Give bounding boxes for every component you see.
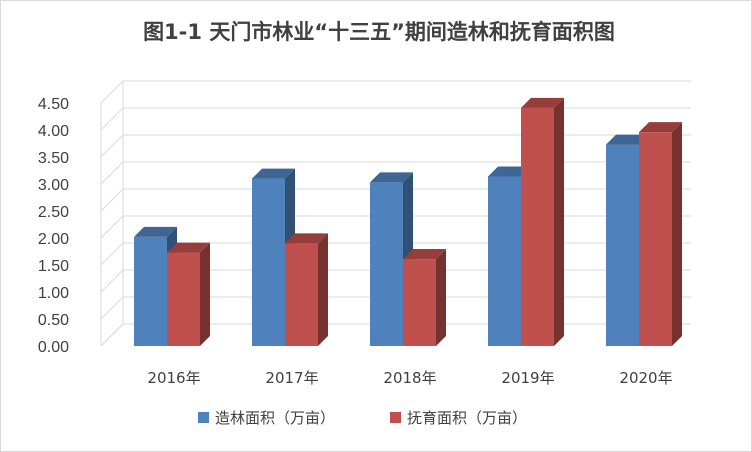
y-tick-label: 4.00 bbox=[38, 123, 69, 140]
x-category-label: 2019年 bbox=[501, 369, 554, 387]
bar-front bbox=[488, 176, 521, 346]
y-tick-label: 4.50 bbox=[38, 96, 69, 113]
bar-front bbox=[285, 243, 318, 346]
x-category-label: 2016年 bbox=[147, 369, 200, 387]
bar-front bbox=[370, 182, 403, 346]
y-tick-label: 3.00 bbox=[38, 177, 69, 194]
bar-side bbox=[436, 249, 446, 346]
y-tick-label: 1.50 bbox=[38, 258, 69, 275]
legend-label: 造林面积（万亩） bbox=[215, 409, 335, 427]
bar-front bbox=[252, 178, 285, 346]
bars bbox=[134, 97, 682, 346]
y-tick-label: 1.00 bbox=[38, 285, 69, 302]
bar-top bbox=[167, 242, 210, 253]
gridline bbox=[100, 134, 691, 158]
bar-tending-2 bbox=[403, 249, 446, 346]
bar-tending-4 bbox=[639, 122, 682, 346]
bar-front bbox=[521, 107, 554, 346]
bar-side bbox=[318, 233, 328, 346]
chart-walls bbox=[100, 81, 124, 347]
bar-top bbox=[639, 122, 682, 133]
gridlines bbox=[100, 80, 691, 347]
bar-top bbox=[370, 172, 413, 183]
bar-side bbox=[554, 97, 564, 346]
gridline bbox=[100, 107, 691, 131]
bar-side bbox=[200, 242, 210, 346]
gridline bbox=[100, 80, 691, 104]
chart-title: 图1-1 天门市林业“十三五”期间造林和抚育面积图 bbox=[143, 20, 615, 44]
bar-top bbox=[521, 97, 564, 108]
bar-top bbox=[403, 249, 446, 260]
legend-label: 抚育面积（万亩） bbox=[407, 409, 527, 427]
y-tick-label: 0.50 bbox=[38, 312, 69, 329]
legend: 造林面积（万亩） 抚育面积（万亩） bbox=[198, 409, 527, 427]
bar-tending-3 bbox=[521, 97, 564, 346]
y-tick-label: 2.00 bbox=[38, 231, 69, 248]
bar-top bbox=[252, 168, 295, 179]
gridline bbox=[100, 161, 691, 185]
bar-top bbox=[488, 166, 531, 177]
bar-side bbox=[672, 122, 682, 346]
bar-top bbox=[606, 134, 649, 145]
x-category-label: 2018年 bbox=[383, 369, 436, 387]
bar-front bbox=[167, 252, 200, 346]
y-axis-tick-labels: 0.00 0.50 1.00 1.50 2.00 2.50 3.00 3.50 4.00 4.50 bbox=[38, 96, 69, 356]
bar-front bbox=[606, 144, 639, 346]
bar-top bbox=[285, 233, 328, 244]
y-tick-label: 0.00 bbox=[38, 339, 69, 356]
bar-front bbox=[639, 132, 672, 346]
x-axis-category-labels: 2016年 2017年 2018年 2019年 2020年 bbox=[147, 369, 672, 387]
x-category-label: 2017年 bbox=[265, 369, 318, 387]
bar-front bbox=[134, 236, 167, 346]
bar-front bbox=[403, 259, 436, 346]
bar-top bbox=[134, 226, 177, 237]
x-category-label: 2020年 bbox=[619, 369, 672, 387]
y-tick-label: 3.50 bbox=[38, 150, 69, 167]
bar-tending-0 bbox=[167, 242, 210, 346]
y-tick-label: 2.50 bbox=[38, 204, 69, 221]
legend-swatch bbox=[390, 412, 401, 423]
legend-swatch bbox=[198, 412, 209, 423]
bar-tending-1 bbox=[285, 233, 328, 346]
